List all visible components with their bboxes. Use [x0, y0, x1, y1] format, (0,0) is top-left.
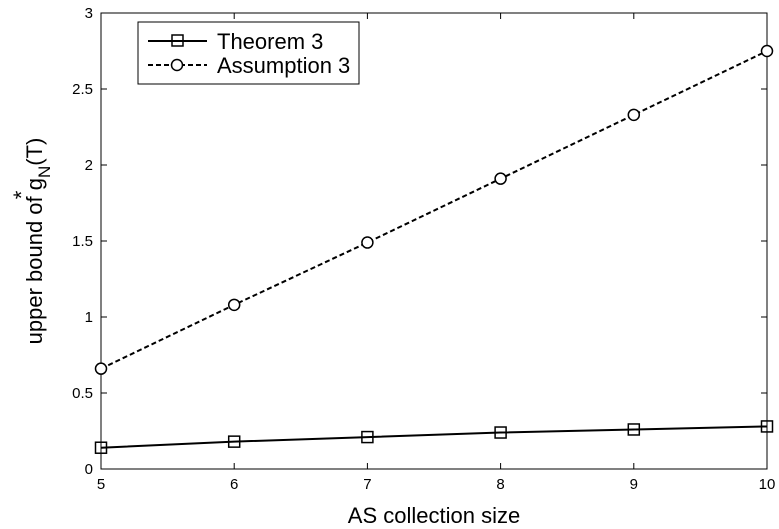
y-tick-label: 2.5 — [72, 81, 93, 98]
series-line-assumption-3 — [100, 50, 768, 370]
data-point-theorem-3 — [361, 430, 374, 444]
data-point-theorem-3 — [94, 441, 108, 454]
y-tick-label: 0 — [85, 461, 93, 478]
data-point-assumption-3 — [760, 44, 774, 58]
y-axis-label-sub: N — [35, 166, 54, 178]
plot-area — [100, 12, 768, 470]
legend-marker-square — [171, 34, 184, 47]
y-axis-ticks: 0 0.5 1 1.5 2 2.5 3 — [72, 5, 767, 478]
x-tick-label: 9 — [630, 476, 638, 493]
x-tick-label: 7 — [363, 476, 371, 493]
legend-marker-circle — [170, 58, 184, 72]
series-line-theorem-3 — [100, 425, 768, 449]
data-point-theorem-3 — [627, 423, 641, 436]
data-point-theorem-3 — [227, 435, 241, 448]
data-point-theorem-3 — [760, 420, 774, 433]
y-tick-label: 0.5 — [72, 385, 93, 402]
data-point-assumption-3 — [227, 298, 241, 312]
y-axis-label-main: upper bound of g — [22, 178, 47, 344]
y-axis-label-sup: * — [9, 190, 34, 199]
x-tick-label: 5 — [97, 476, 105, 493]
x-axis-ticks: 5 6 7 8 9 10 — [97, 13, 776, 493]
legend-box — [137, 21, 360, 85]
x-tick-label: 10 — [759, 476, 776, 493]
data-point-assumption-3 — [94, 362, 108, 375]
y-tick-label: 1.5 — [72, 233, 93, 250]
data-point-assumption-3 — [361, 236, 374, 249]
y-axis-label: upper bound of gN(T) — [22, 138, 54, 345]
legend-label-theorem-3: Theorem 3 — [217, 29, 323, 54]
data-point-assumption-3 — [627, 108, 641, 122]
data-point-theorem-3 — [494, 426, 507, 439]
x-tick-label: 8 — [496, 476, 504, 493]
x-axis-label: AS collection size — [348, 503, 520, 528]
legend: Theorem 3 Assumption 3 — [137, 21, 360, 85]
y-tick-label: 1 — [85, 309, 93, 326]
data-point-assumption-3 — [494, 172, 507, 185]
y-tick-label: 2 — [85, 157, 93, 174]
series-layer — [94, 44, 774, 454]
x-tick-label: 6 — [230, 476, 238, 493]
y-tick-label: 3 — [85, 5, 93, 22]
y-axis-label-tail: (T) — [22, 138, 47, 166]
legend-label-assumption-3: Assumption 3 — [217, 53, 350, 78]
